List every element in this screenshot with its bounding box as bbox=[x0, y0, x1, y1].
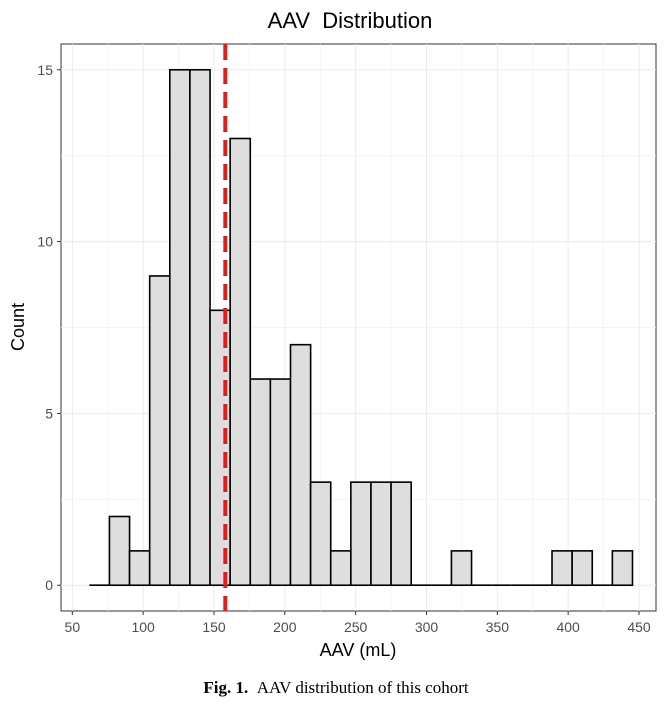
histogram-bars bbox=[89, 68, 634, 587]
chart-title: AAV Distribution bbox=[268, 8, 433, 33]
x-tick-label: 400 bbox=[556, 619, 580, 635]
y-axis: 0 5 10 15 bbox=[37, 62, 61, 593]
histogram-bar bbox=[450, 550, 473, 587]
y-tick-label: 5 bbox=[45, 405, 53, 421]
x-tick-label: 450 bbox=[627, 619, 651, 635]
x-axis-label: AAV (mL) bbox=[320, 640, 397, 660]
y-tick-label: 0 bbox=[45, 577, 53, 593]
histogram-bar bbox=[571, 550, 594, 587]
histogram-bar bbox=[249, 378, 272, 587]
histogram-bar bbox=[209, 309, 231, 587]
histogram-bar bbox=[390, 481, 413, 587]
x-tick-label: 200 bbox=[273, 619, 297, 635]
histogram-bar bbox=[269, 378, 292, 587]
histogram-chart: 50 100 150 200 250 300 350 400 450 0 5 10 15 AAV Di… bbox=[8, 8, 657, 660]
x-tick-label: 350 bbox=[486, 619, 510, 635]
histogram-bar bbox=[229, 137, 252, 587]
figure-caption: Fig. 1. AAV distribution of this cohort bbox=[0, 678, 672, 698]
histogram-bar bbox=[370, 481, 392, 587]
histogram-bar bbox=[108, 515, 131, 587]
histogram-bar bbox=[329, 550, 352, 587]
histogram-bar bbox=[189, 68, 211, 587]
histogram-bar bbox=[169, 68, 191, 587]
x-tick-label: 150 bbox=[202, 619, 226, 635]
x-axis: 50 100 150 200 250 300 350 400 450 bbox=[65, 611, 651, 635]
histogram-bar bbox=[309, 481, 332, 587]
histogram-bar bbox=[611, 550, 634, 587]
x-tick-label: 100 bbox=[131, 619, 155, 635]
histogram-bar bbox=[128, 550, 151, 587]
caption-label: Fig. 1. bbox=[203, 678, 249, 697]
histogram-bar bbox=[350, 481, 372, 587]
histogram-bar bbox=[289, 343, 312, 587]
x-tick-label: 50 bbox=[65, 619, 81, 635]
y-axis-label: Count bbox=[8, 303, 28, 351]
caption-text: AAV distribution of this cohort bbox=[256, 678, 469, 697]
histogram-bar bbox=[148, 275, 171, 587]
x-tick-label: 250 bbox=[344, 619, 368, 635]
histogram-bar bbox=[551, 550, 573, 587]
y-tick-label: 10 bbox=[37, 234, 53, 250]
y-tick-label: 15 bbox=[37, 62, 53, 78]
x-tick-label: 300 bbox=[415, 619, 439, 635]
